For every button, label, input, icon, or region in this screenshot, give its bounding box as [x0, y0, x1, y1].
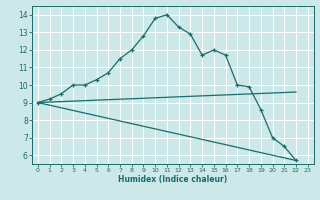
X-axis label: Humidex (Indice chaleur): Humidex (Indice chaleur): [118, 175, 228, 184]
